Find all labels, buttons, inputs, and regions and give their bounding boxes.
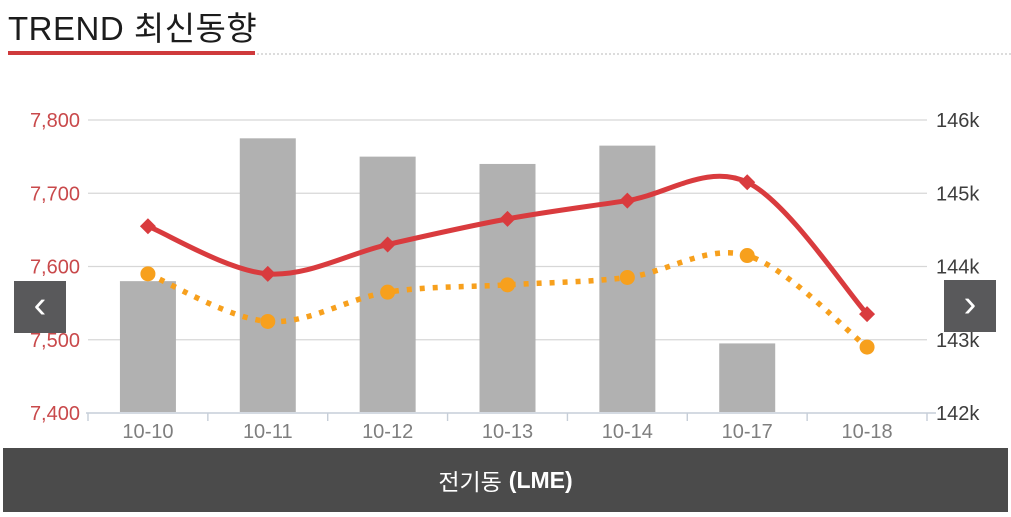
diamond-marker: [499, 210, 516, 227]
right-axis-label: 146k: [936, 110, 980, 132]
right-axis-label: 142k: [936, 403, 980, 425]
circle-marker: [260, 313, 276, 329]
chevron-right-icon: ›: [963, 283, 977, 325]
x-tick-label: 10-17: [722, 421, 773, 443]
x-tick-label: 10-18: [841, 421, 892, 443]
x-tick-label: 10-12: [362, 421, 413, 443]
bar: [359, 156, 416, 412]
instrument-suffix: (LME): [508, 466, 573, 493]
right-axis-label: 145k: [936, 183, 980, 205]
title-divider-dotted: [257, 53, 1011, 55]
title-underline-accent: [8, 51, 255, 55]
circle-marker: [140, 266, 156, 282]
x-tick-label: 10-14: [602, 421, 653, 443]
trend-chart: 7,800 7,700 7,600 7,500 7,400 146k 145k 144k 143…: [30, 110, 980, 443]
left-axis-label: 7,400: [30, 403, 80, 425]
right-axis-label: 144k: [936, 257, 980, 279]
left-axis-label: 7,800: [30, 110, 80, 132]
left-axis-label: 7,500: [30, 330, 80, 352]
right-axis-label: 143k: [936, 330, 980, 352]
prev-button[interactable]: ‹: [14, 281, 66, 333]
diamond-marker: [259, 265, 276, 282]
x-tick-label: 10-11: [243, 421, 293, 443]
diamond-marker: [619, 192, 636, 209]
diamond-marker: [139, 218, 156, 235]
x-tick-label: 10-13: [482, 421, 533, 443]
next-button[interactable]: ›: [944, 280, 996, 332]
bar: [119, 281, 176, 412]
chart-canvas: 7,800 7,700 7,600 7,500 7,400 146k 145k 144k 143…: [30, 110, 980, 443]
left-axis-label: 7,600: [30, 257, 80, 279]
instrument-label-bar[interactable]: 전기동 (LME): [3, 448, 1008, 512]
diamond-marker: [379, 236, 396, 253]
diamond-marker: [739, 174, 756, 191]
x-tick-label: 10-10: [122, 421, 173, 443]
circle-marker: [619, 269, 635, 285]
diamond-marker: [859, 306, 876, 323]
bar: [719, 343, 776, 412]
circle-marker: [380, 284, 396, 300]
circle-marker: [859, 339, 875, 355]
chevron-left-icon: ‹: [33, 284, 47, 326]
left-axis-label: 7,700: [30, 183, 80, 205]
page-title: TREND 최신동향: [8, 10, 258, 47]
circle-marker: [500, 277, 515, 293]
circle-marker: [739, 248, 755, 264]
instrument-name: 전기동: [438, 469, 502, 495]
